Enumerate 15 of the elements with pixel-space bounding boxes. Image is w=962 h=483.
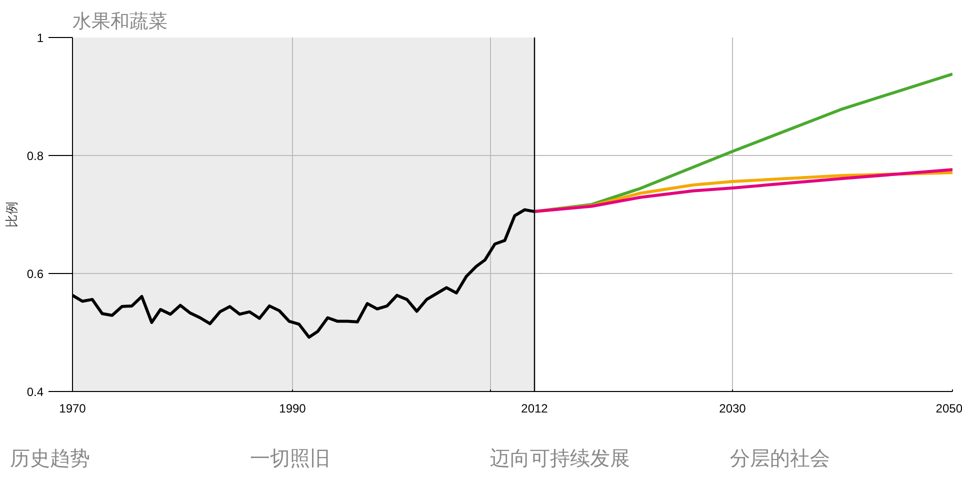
y-tick-label: 0.6: [26, 267, 44, 281]
text: 历史趋势: [10, 447, 90, 472]
x-tick-label: 1970: [59, 402, 86, 416]
x-tick-label: 2012: [521, 402, 548, 416]
y-tick-label: 0.8: [26, 149, 44, 163]
chart-title: 水果和蔬菜: [72, 12, 168, 32]
text: 迈向可持续发展: [490, 447, 630, 472]
y-tick-label: 0.4: [26, 385, 44, 399]
y-tick-label: 1: [36, 31, 44, 45]
x-tick-label: 1990: [279, 402, 306, 416]
text: 一切照旧: [250, 447, 330, 472]
x-tick-label: 2030: [719, 402, 746, 416]
text: 分层的社会: [730, 447, 830, 472]
y-axis-title: 比例: [4, 202, 19, 228]
x-tick-label: 2050: [936, 402, 962, 416]
